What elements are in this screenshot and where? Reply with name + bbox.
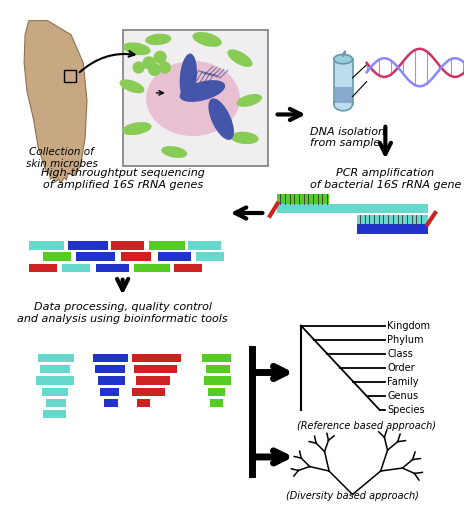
Bar [46, 399, 66, 407]
Bar [208, 388, 225, 396]
Bar [153, 354, 181, 362]
Bar [100, 388, 119, 396]
Bar [151, 365, 177, 373]
Ellipse shape [230, 132, 259, 144]
Bar [149, 376, 170, 385]
Ellipse shape [146, 61, 240, 136]
Text: Phylum: Phylum [387, 334, 424, 345]
Bar [123, 30, 268, 166]
Ellipse shape [228, 50, 253, 67]
Text: Kingdom: Kingdom [387, 321, 430, 330]
Bar [134, 264, 170, 272]
Bar [29, 241, 64, 250]
Bar [137, 399, 150, 407]
Bar [334, 59, 353, 104]
Ellipse shape [161, 146, 187, 158]
Ellipse shape [123, 42, 151, 55]
Bar [43, 252, 71, 261]
Bar [40, 365, 70, 373]
Bar [43, 410, 66, 418]
Ellipse shape [180, 54, 197, 100]
Bar [174, 264, 202, 272]
Bar [206, 365, 229, 373]
Ellipse shape [159, 62, 171, 73]
Bar [92, 354, 128, 362]
Text: PCR amplification
of bacterial 16S rRNA gene: PCR amplification of bacterial 16S rRNA … [310, 168, 461, 190]
Bar [95, 365, 126, 373]
Bar [132, 388, 149, 396]
Bar [158, 252, 191, 261]
Bar [136, 376, 159, 385]
Ellipse shape [334, 54, 353, 64]
Bar [210, 399, 223, 407]
Ellipse shape [237, 94, 262, 107]
Ellipse shape [209, 98, 234, 140]
Text: Genus: Genus [387, 391, 419, 401]
Ellipse shape [180, 80, 225, 102]
Ellipse shape [192, 32, 222, 47]
Bar [277, 194, 329, 204]
Bar [76, 252, 115, 261]
Bar [277, 204, 428, 213]
Bar [188, 241, 221, 250]
Text: DNA isolation
from sample: DNA isolation from sample [310, 127, 385, 148]
Text: (Reference based approach): (Reference based approach) [297, 421, 436, 431]
Bar [357, 224, 428, 234]
Bar [64, 70, 76, 82]
Text: Order: Order [387, 363, 415, 373]
Ellipse shape [133, 62, 145, 73]
Bar [121, 252, 151, 261]
Ellipse shape [334, 98, 353, 111]
Bar [132, 354, 165, 362]
Text: Class: Class [387, 349, 413, 359]
Bar [202, 354, 230, 362]
Bar [204, 376, 230, 385]
Bar [196, 252, 224, 261]
Bar [36, 376, 74, 385]
Ellipse shape [145, 34, 172, 45]
Text: Collection of
skin microbes: Collection of skin microbes [26, 147, 98, 169]
Bar [96, 264, 129, 272]
Ellipse shape [154, 51, 167, 64]
Text: Data processing, quality control
and analysis using bioinformatic tools: Data processing, quality control and ana… [18, 302, 228, 324]
Bar [149, 241, 184, 250]
Bar [146, 388, 165, 396]
Bar [42, 388, 68, 396]
Bar [38, 354, 74, 362]
Ellipse shape [119, 80, 145, 93]
Ellipse shape [122, 122, 152, 135]
Bar [335, 87, 352, 103]
Ellipse shape [142, 56, 155, 69]
Text: Species: Species [387, 405, 425, 415]
Bar [111, 241, 144, 250]
Bar [134, 365, 162, 373]
Bar [357, 215, 428, 224]
Bar [29, 264, 57, 272]
Polygon shape [24, 21, 87, 183]
Text: (Diversity based approach): (Diversity based approach) [286, 491, 419, 501]
Bar [62, 264, 90, 272]
Text: High-throughtput sequencing
of amplified 16S rRNA genes: High-throughtput sequencing of amplified… [41, 168, 205, 190]
Bar [104, 399, 118, 407]
Bar [68, 241, 108, 250]
Bar [98, 376, 125, 385]
Ellipse shape [148, 63, 161, 76]
Text: Family: Family [387, 377, 419, 387]
